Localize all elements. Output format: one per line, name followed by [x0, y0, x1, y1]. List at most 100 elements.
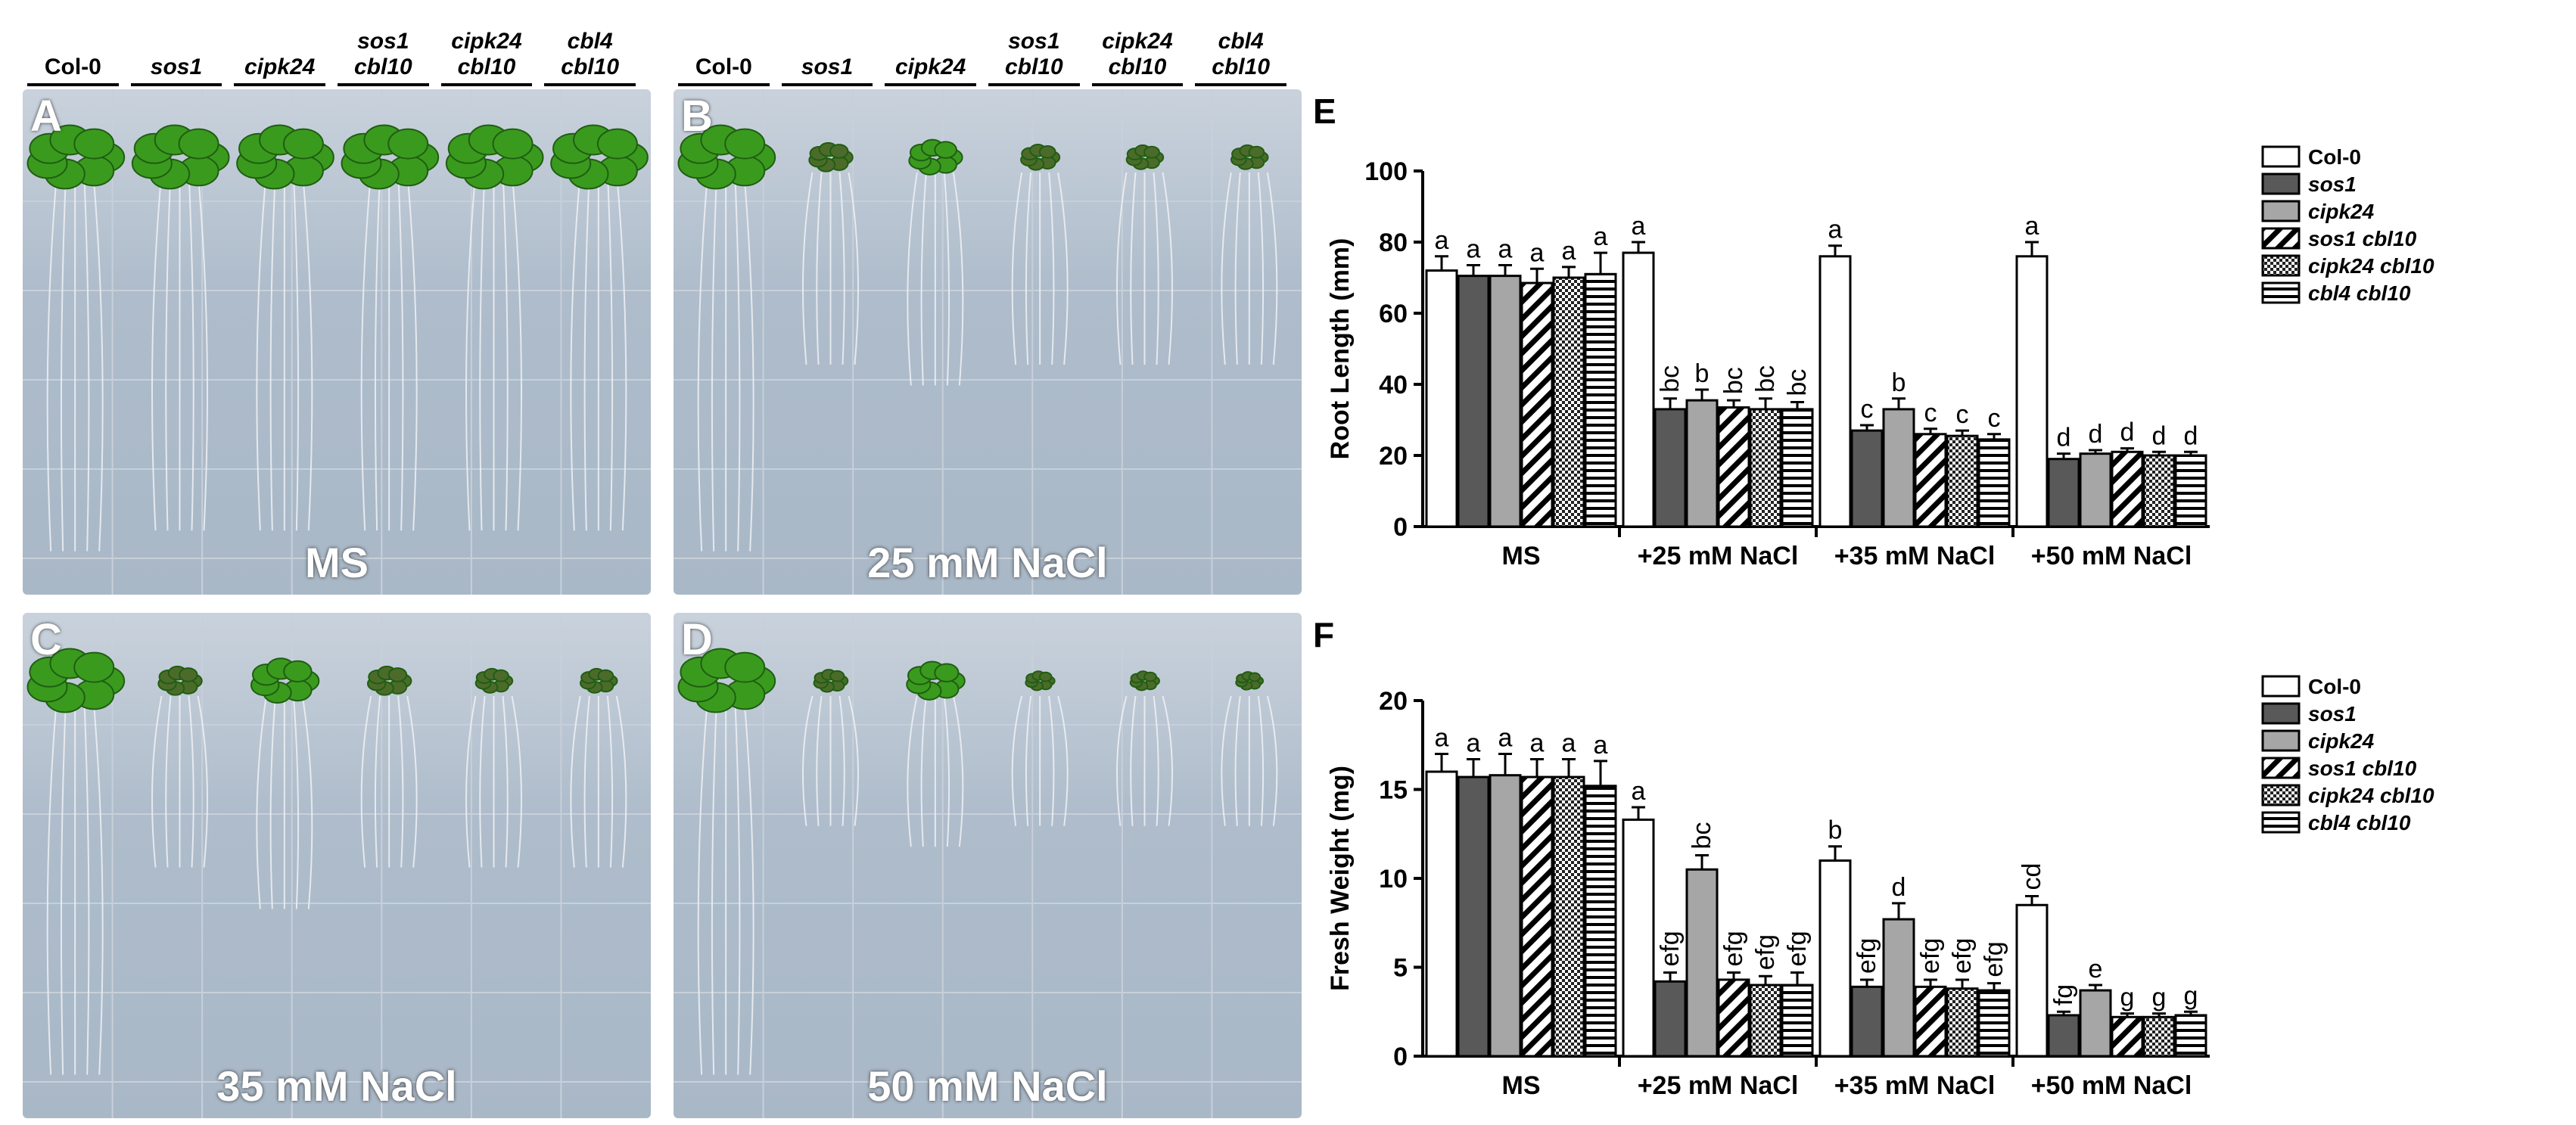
significance-letter: c	[1924, 399, 1937, 427]
genotype-label: cipk24	[234, 54, 325, 86]
root-line	[1257, 695, 1265, 826]
genotype-label-line2: cipk24	[894, 54, 966, 79]
genotype-label-line2: Col-0	[695, 54, 752, 79]
root-line	[1257, 172, 1265, 365]
root-line	[734, 695, 741, 1075]
root-line	[83, 695, 90, 1075]
root-line	[92, 172, 104, 552]
significance-letter: a	[1632, 777, 1646, 806]
root-line	[1162, 172, 1173, 365]
seedling	[26, 124, 126, 552]
root-line	[734, 172, 741, 552]
legend-label: sos1 cbl10	[2308, 227, 2417, 250]
genotype-header-right: Col-0 sos1 cipk24 sos1 cbl10 cipk24 cbl10 cbl4 c…	[674, 8, 1294, 91]
root-line	[943, 695, 950, 847]
photo-panel-d: D 50 mM NaCl	[674, 613, 1302, 1118]
bar	[2015, 903, 2049, 1058]
significance-letter: a	[1435, 724, 1449, 753]
root-line	[374, 172, 381, 531]
significance-letter: a	[1828, 216, 1843, 244]
seedling	[1116, 670, 1173, 826]
significance-letter: efg	[1853, 938, 1881, 974]
root-line	[838, 695, 845, 826]
leaf	[934, 663, 960, 682]
root-line	[60, 172, 67, 552]
root-line	[465, 695, 477, 868]
root-line	[502, 172, 509, 531]
y-axis-label: Fresh Weight (mg)	[1326, 766, 1355, 991]
root-line	[479, 695, 486, 868]
root-line	[46, 172, 58, 552]
genotype-label-line1: cbl4	[1218, 29, 1264, 54]
bar	[2174, 1014, 2207, 1058]
root-line	[1048, 172, 1055, 365]
y-tick-label: 15	[1379, 776, 1408, 805]
significance-letter: a	[1435, 226, 1449, 255]
significance-letter: d	[2120, 418, 2135, 447]
genotype-label-line2: sos1	[801, 54, 854, 79]
seedling	[550, 124, 649, 531]
significance-letter: a	[1594, 222, 1608, 251]
photo-panel-c: C 35 mM NaCl	[23, 613, 651, 1118]
root-line	[848, 695, 859, 826]
panel-condition-label: 50 mM NaCl	[867, 1062, 1108, 1110]
leaf	[73, 651, 115, 683]
genotype-label-line2: cbl10	[561, 54, 620, 79]
seedling	[1011, 143, 1069, 365]
root-line	[1116, 172, 1128, 365]
seedling	[236, 124, 334, 531]
y-tick-label: 100	[1364, 157, 1408, 186]
photo-panel-a: A MS	[23, 89, 651, 595]
root-line	[1116, 695, 1128, 826]
genotype-label-line1: sos1	[357, 29, 409, 54]
significance-letter: bc	[1719, 367, 1748, 394]
leaf	[724, 128, 766, 160]
bar	[1520, 775, 1554, 1058]
root-line	[46, 695, 58, 1075]
bar	[1749, 408, 1782, 528]
root-line	[1234, 172, 1241, 365]
y-tick-label: 10	[1379, 865, 1408, 893]
significance-letter: d	[2152, 421, 2167, 450]
root-line	[802, 695, 814, 826]
seedling	[802, 141, 859, 365]
root-line	[397, 695, 404, 868]
seedling	[907, 138, 964, 386]
root-line	[83, 172, 90, 552]
bar	[1425, 269, 1458, 528]
panel-condition-label: 25 mM NaCl	[867, 539, 1108, 586]
significance-letter: b	[1892, 368, 1906, 397]
root-line	[292, 695, 300, 909]
root-line	[1025, 172, 1032, 365]
root-line	[583, 172, 590, 531]
genotype-label-line2: cipk24	[244, 54, 316, 79]
x-category-label: +35 mM NaCl	[1834, 542, 1996, 570]
photo-panel-b: B 25 mM NaCl	[674, 89, 1302, 595]
y-axis-label: Root Length (mm)	[1326, 238, 1355, 460]
genotype-label: sos1	[130, 54, 222, 86]
y-tick-label: 40	[1379, 371, 1408, 399]
panel-condition-label: 35 mM NaCl	[216, 1062, 457, 1110]
significance-letter: a	[1632, 212, 1646, 241]
significance-letter: efg	[1719, 931, 1748, 966]
bar	[1946, 987, 1979, 1058]
legend-label: cipk24 cbl10	[2308, 784, 2434, 807]
bar	[1685, 399, 1719, 528]
genotype-label: sos1	[781, 54, 873, 86]
significance-letter: d	[2184, 421, 2198, 450]
leaf	[387, 667, 408, 682]
leaf	[829, 144, 849, 159]
root-line	[256, 695, 267, 909]
bar	[1850, 429, 1884, 528]
seedling	[131, 124, 230, 531]
seedling	[445, 124, 544, 531]
leaf	[1143, 145, 1160, 159]
significance-letter: cd	[2018, 863, 2046, 890]
genotype-label-line1: cbl4	[567, 29, 613, 54]
root-line	[1130, 695, 1137, 826]
genotype-header-left: Col-0 sos1 cipk24 sos1 cbl10 cipk24 cbl10 cbl4 c…	[23, 8, 643, 91]
significance-letter: d	[2089, 420, 2103, 449]
bar	[1552, 276, 1585, 528]
significance-letter: a	[1530, 238, 1545, 267]
